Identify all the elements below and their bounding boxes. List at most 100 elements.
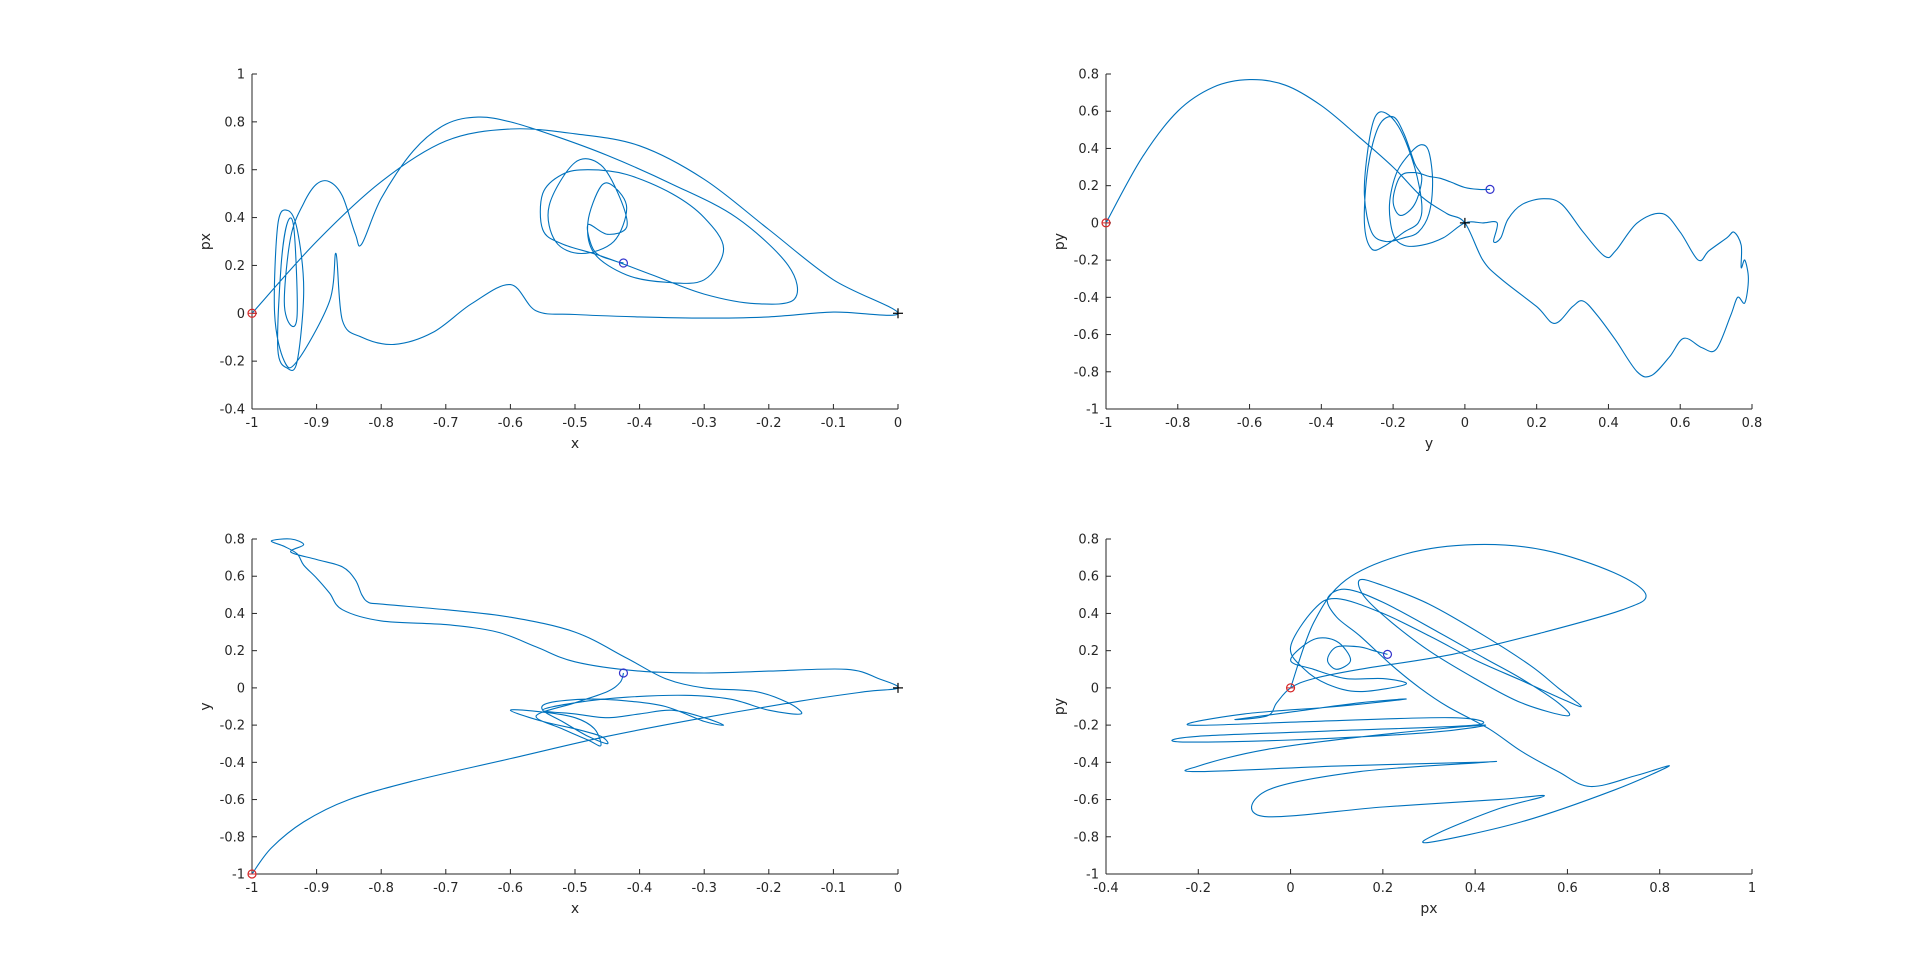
x-tick-label: -0.4 xyxy=(627,416,652,431)
y-tick-label: 0.6 xyxy=(1078,570,1099,585)
y-tick-label: 0.8 xyxy=(224,115,245,130)
y-tick-label: -0.6 xyxy=(220,793,245,808)
x-tick-label: 0 xyxy=(1461,416,1469,431)
y-tick-label: -0.2 xyxy=(220,719,245,734)
x-tick-label: 0.6 xyxy=(1670,416,1691,431)
panel-x-px: x px -1 -0.9 -0.8 -0.7 -0.6 -0.5 -0.4 -0.3 -0.2 -… xyxy=(198,68,903,452)
y-tick-label: 0.2 xyxy=(1078,644,1099,659)
x-tick-label: 0.4 xyxy=(1465,881,1486,896)
y-tick-label: -0.2 xyxy=(1074,719,1099,734)
x-tick-label: -0.2 xyxy=(756,416,781,431)
y-tick-label: 0.2 xyxy=(224,259,245,274)
end-marker xyxy=(1485,184,1495,194)
y-tick-label: 0.8 xyxy=(1078,68,1099,83)
y-tick-label: 0.4 xyxy=(1078,142,1099,157)
y-tick-label: 0 xyxy=(1091,216,1099,231)
x-tick-label: -0.4 xyxy=(627,881,652,896)
y-tick-label: 0.8 xyxy=(1078,533,1099,548)
x-tick-label: -0.9 xyxy=(304,416,329,431)
panel-y-py: y py -1 -0.8 -0.6 -0.4 -0.2 0 0.2 0.4 0.6 0.8 -1 -0… xyxy=(1052,68,1762,453)
x-tick-label: -1 xyxy=(246,881,259,896)
y-tick-label: -1 xyxy=(1086,403,1099,418)
y-tick-label: -0.4 xyxy=(1074,291,1099,306)
end-marker xyxy=(618,258,629,268)
x-tick-label: 0 xyxy=(894,881,902,896)
x-tick-label: 0 xyxy=(1286,881,1294,896)
y-tick-label: 0.4 xyxy=(1078,607,1099,622)
end-marker xyxy=(1382,649,1393,659)
y-tick-label: 0.2 xyxy=(1078,179,1099,194)
x-tick-label: -0.5 xyxy=(562,416,587,431)
y-tick-label: -0.6 xyxy=(1074,328,1099,343)
y-tick-label: 0 xyxy=(237,307,245,322)
x-tick-label: 0 xyxy=(894,416,902,431)
y-tick-label: -0.8 xyxy=(220,830,245,845)
y-tick-label: 0.4 xyxy=(224,607,245,622)
y-axis-label: py xyxy=(1052,698,1068,715)
x-axis-label: px xyxy=(1420,901,1437,917)
x-tick-label: -1 xyxy=(1100,416,1113,431)
y-tick-label: 0 xyxy=(1091,681,1099,696)
x-tick-label: -0.6 xyxy=(498,416,523,431)
panel-px-py: px py -0.4 -0.2 0 0.2 0.4 0.6 0.8 1 -1 -0.8 -0.6 -0… xyxy=(1052,533,1756,918)
y-tick-label: -1 xyxy=(1086,868,1099,883)
y-tick-label: 0.6 xyxy=(1078,105,1099,120)
x-tick-label: -0.1 xyxy=(821,416,846,431)
y-tick-label: -0.4 xyxy=(220,403,245,418)
x-tick-label: 0.8 xyxy=(1742,416,1763,431)
trajectory-line xyxy=(251,116,899,371)
y-tick-label: -0.8 xyxy=(1074,365,1099,380)
x-tick-label: -0.4 xyxy=(1093,881,1118,896)
panel-x-y: x y -1 -0.9 -0.8 -0.7 -0.6 -0.5 -0.4 -0.3 -0.2 -0… xyxy=(198,533,903,917)
x-tick-label: 0.2 xyxy=(1526,416,1547,431)
y-tick-label: 1 xyxy=(237,68,245,83)
y-tick-label: -0.2 xyxy=(1074,254,1099,269)
y-tick-label: -0.6 xyxy=(1074,793,1099,808)
x-tick-label: -0.6 xyxy=(1237,416,1262,431)
x-tick-label: -0.9 xyxy=(304,881,329,896)
y-axis-label: y xyxy=(198,702,214,710)
x-tick-label: -0.7 xyxy=(433,881,458,896)
y-tick-label: -1 xyxy=(232,868,245,883)
x-tick-label: -0.2 xyxy=(756,881,781,896)
x-tick-label: -0.8 xyxy=(369,416,394,431)
x-tick-label: -0.7 xyxy=(433,416,458,431)
x-tick-label: -0.3 xyxy=(692,881,717,896)
x-tick-label: -0.1 xyxy=(821,881,846,896)
x-tick-label: 0.4 xyxy=(1598,416,1619,431)
trajectory-line xyxy=(1171,543,1670,844)
x-tick-label: -1 xyxy=(246,416,259,431)
y-tick-label: -0.8 xyxy=(1074,830,1099,845)
y-axis-label: px xyxy=(198,233,214,250)
y-axis-label: py xyxy=(1052,233,1068,250)
y-tick-label: 0.6 xyxy=(224,163,245,178)
x-axis-label: x xyxy=(571,901,579,917)
x-tick-label: -0.8 xyxy=(369,881,394,896)
x-tick-label: 0.8 xyxy=(1649,881,1670,896)
x-tick-label: -0.2 xyxy=(1186,881,1211,896)
x-tick-label: -0.2 xyxy=(1380,416,1405,431)
trajectory-line xyxy=(251,538,899,875)
x-tick-label: -0.3 xyxy=(692,416,717,431)
y-tick-label: -0.2 xyxy=(220,355,245,370)
y-tick-label: 0.6 xyxy=(224,570,245,585)
x-tick-label: -0.4 xyxy=(1309,416,1334,431)
x-tick-label: -0.5 xyxy=(562,881,587,896)
x-axis-label: x xyxy=(571,436,579,452)
y-tick-label: -0.4 xyxy=(1074,756,1099,771)
trajectory-line xyxy=(1105,79,1749,378)
x-tick-label: -0.6 xyxy=(498,881,523,896)
x-tick-label: 0.6 xyxy=(1557,881,1578,896)
x-axis-label: y xyxy=(1425,436,1433,452)
y-tick-label: -0.4 xyxy=(220,756,245,771)
y-tick-label: 0.4 xyxy=(224,211,245,226)
y-tick-label: 0.2 xyxy=(224,644,245,659)
y-tick-label: 0.8 xyxy=(224,533,245,548)
y-tick-label: 0 xyxy=(237,681,245,696)
x-tick-label: 0.2 xyxy=(1373,881,1394,896)
x-tick-label: 1 xyxy=(1748,881,1756,896)
end-marker xyxy=(618,668,629,678)
x-tick-label: -0.8 xyxy=(1165,416,1190,431)
